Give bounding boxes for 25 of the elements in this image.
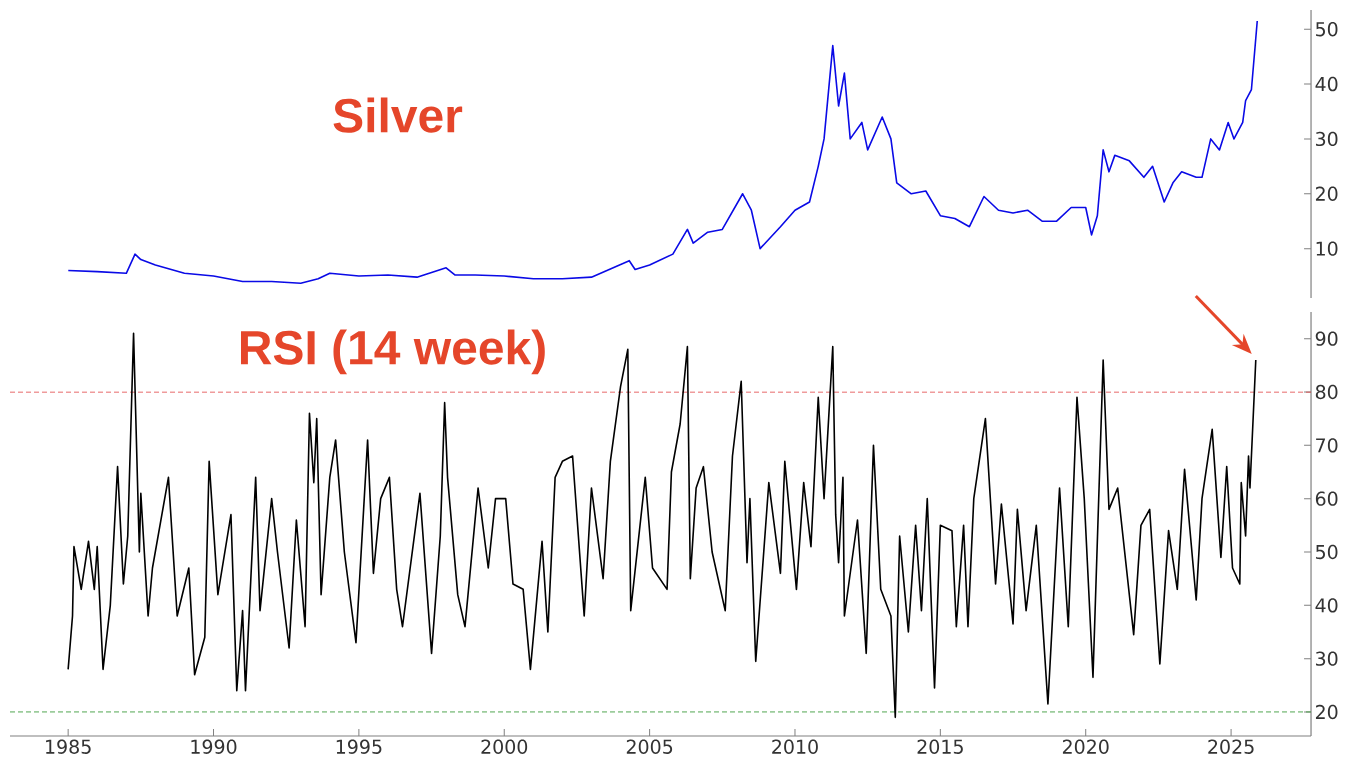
chart-title: RSI (14 week) [240,329,545,375]
x-tick-label: 2015 [917,739,963,754]
x-tick-label: 2020 [1062,739,1109,754]
y-tick-label: 30 [1316,651,1338,666]
x-tick-label: 2025 [1208,739,1254,754]
x-tick-label: 1995 [336,739,382,754]
text: Silver [333,97,463,133]
y-tick-label: 80 [1315,384,1338,400]
y-tick-label: 20 [1315,704,1338,720]
y-tick-label: 10 [1316,241,1338,256]
x-tick-label: 1990 [191,739,237,754]
x-tick-label: 2000 [481,739,528,754]
x-tick-label: 2005 [626,739,673,754]
y-tick-label: 20 [1315,186,1338,201]
y-tick-label: 70 [1316,438,1338,453]
y-tick-label: 40 [1315,76,1338,92]
y-tick-label: 50 [1316,544,1338,560]
y-tick-label: 90 [1315,331,1338,346]
y-tick-label: 40 [1315,598,1338,613]
line-series [68,20,1259,284]
x-tick-label: 2010 [772,739,818,754]
y-tick-label: 30 [1316,131,1338,147]
y-tick-label: 50 [1316,22,1338,37]
y-tick-label: 60 [1315,491,1338,506]
x-tick-label: 1985 [46,739,91,754]
